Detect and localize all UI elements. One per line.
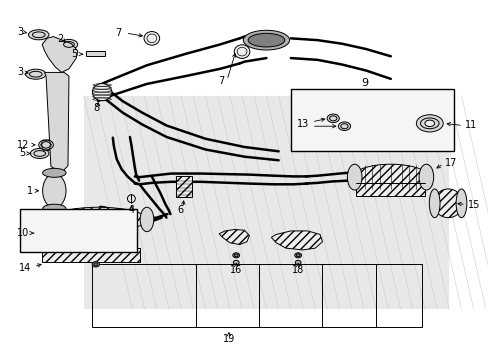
- Text: 7: 7: [115, 28, 122, 38]
- Bar: [92, 264, 422, 327]
- Text: 19: 19: [223, 333, 235, 343]
- Text: 18: 18: [291, 265, 304, 275]
- Ellipse shape: [49, 207, 147, 231]
- Text: 13: 13: [297, 119, 309, 129]
- Ellipse shape: [295, 260, 301, 265]
- Ellipse shape: [42, 168, 66, 177]
- Text: 6: 6: [177, 206, 183, 216]
- Text: 10: 10: [17, 228, 29, 238]
- Text: 9: 9: [361, 78, 368, 88]
- Ellipse shape: [42, 204, 66, 213]
- Ellipse shape: [294, 253, 301, 258]
- Ellipse shape: [415, 115, 442, 132]
- Bar: [20, 209, 137, 252]
- Polygon shape: [219, 229, 249, 244]
- Bar: [42, 248, 140, 262]
- Ellipse shape: [433, 189, 462, 218]
- Ellipse shape: [418, 164, 433, 190]
- Text: 3: 3: [17, 67, 23, 77]
- Ellipse shape: [46, 207, 60, 231]
- Text: 8: 8: [93, 103, 99, 113]
- Polygon shape: [42, 37, 78, 72]
- Ellipse shape: [346, 164, 361, 190]
- Text: 3: 3: [17, 27, 23, 37]
- Ellipse shape: [352, 164, 427, 190]
- Text: 5: 5: [71, 49, 78, 59]
- Ellipse shape: [338, 122, 350, 131]
- Ellipse shape: [30, 148, 49, 158]
- Text: 7: 7: [217, 76, 224, 86]
- Ellipse shape: [428, 189, 439, 218]
- Polygon shape: [271, 231, 322, 250]
- Polygon shape: [44, 72, 69, 171]
- Ellipse shape: [25, 69, 46, 79]
- Text: 16: 16: [230, 265, 242, 275]
- Text: 14: 14: [19, 263, 31, 273]
- Text: 15: 15: [467, 200, 479, 210]
- Ellipse shape: [326, 114, 339, 123]
- Ellipse shape: [424, 120, 434, 127]
- Text: 12: 12: [17, 140, 29, 150]
- Text: 17: 17: [445, 158, 457, 168]
- Ellipse shape: [243, 30, 289, 50]
- Bar: [355, 183, 425, 197]
- Ellipse shape: [234, 45, 249, 58]
- Ellipse shape: [60, 40, 78, 49]
- Bar: [290, 89, 453, 151]
- Ellipse shape: [39, 140, 53, 150]
- Ellipse shape: [28, 30, 49, 40]
- Ellipse shape: [42, 174, 66, 208]
- Ellipse shape: [140, 207, 154, 231]
- Ellipse shape: [92, 84, 112, 101]
- Ellipse shape: [36, 227, 53, 239]
- Ellipse shape: [92, 262, 99, 267]
- Text: 11: 11: [464, 121, 476, 130]
- Ellipse shape: [455, 189, 466, 218]
- Text: 4: 4: [128, 206, 134, 216]
- Ellipse shape: [94, 263, 98, 266]
- Ellipse shape: [232, 253, 239, 258]
- Ellipse shape: [296, 254, 300, 257]
- Ellipse shape: [233, 260, 239, 265]
- Ellipse shape: [234, 254, 238, 257]
- Text: 5: 5: [19, 148, 25, 158]
- Text: 1: 1: [27, 186, 33, 196]
- Ellipse shape: [247, 33, 284, 47]
- Bar: [176, 176, 191, 197]
- Ellipse shape: [144, 32, 159, 45]
- Text: 2: 2: [57, 34, 63, 44]
- Polygon shape: [83, 96, 448, 309]
- Bar: [86, 51, 104, 56]
